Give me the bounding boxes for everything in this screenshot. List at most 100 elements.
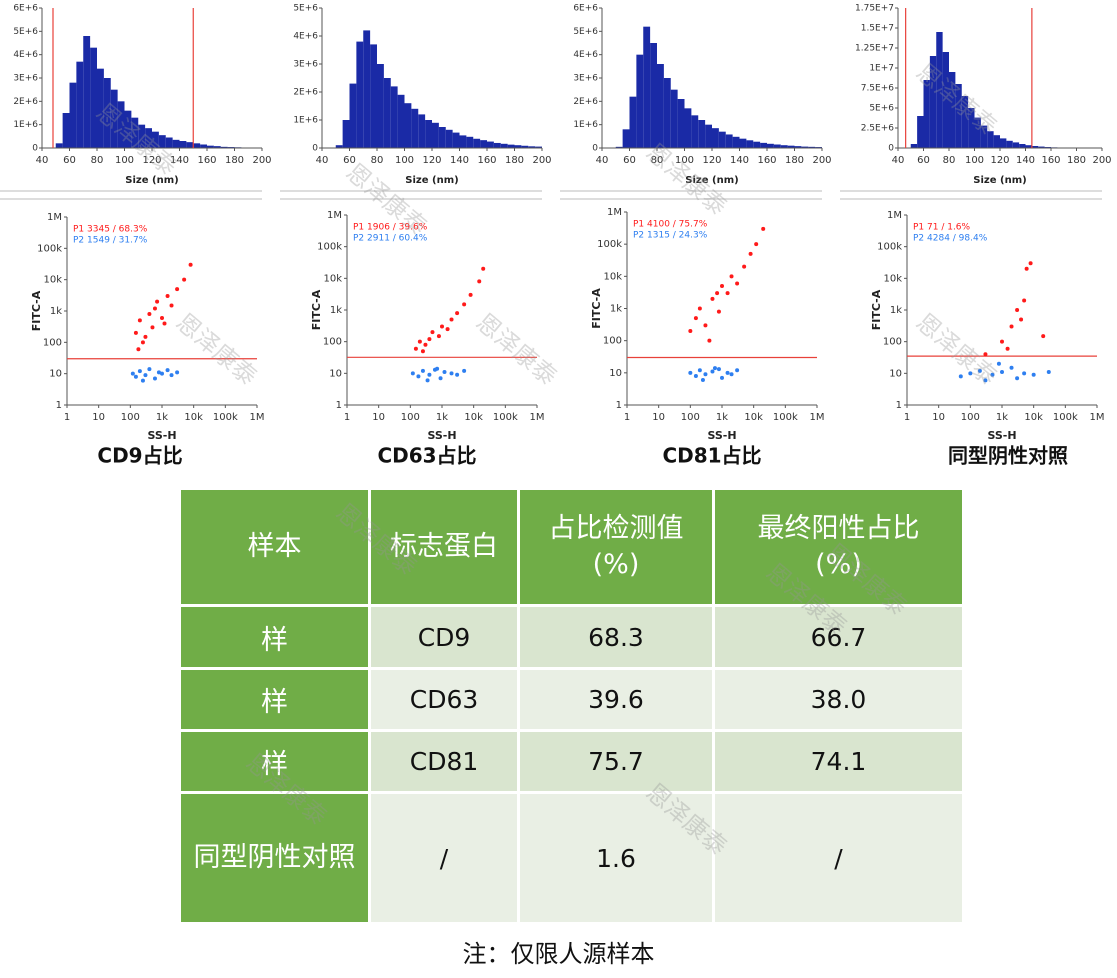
bar	[1031, 146, 1039, 148]
table-cell: 66.7	[712, 604, 965, 670]
bar	[69, 82, 77, 148]
point	[742, 264, 747, 269]
bar	[152, 131, 159, 148]
x-tick-label: 10k	[744, 412, 763, 423]
x-tick-label: 80	[651, 155, 664, 166]
bar	[936, 32, 943, 148]
point	[1009, 324, 1014, 329]
y-tick-label: 5E+6	[573, 27, 598, 37]
bar	[636, 54, 644, 148]
bar	[808, 146, 816, 148]
y-tick-label: 4E+6	[13, 50, 38, 60]
y-tick-label: 2E+6	[13, 97, 38, 107]
y-tick-label: 1	[896, 400, 902, 411]
bar	[487, 141, 494, 148]
bar	[622, 129, 630, 148]
point	[1005, 346, 1010, 351]
y-tick-label: 100	[883, 337, 902, 348]
bar	[349, 83, 357, 148]
x-tick-label: 200	[532, 155, 551, 166]
x-tick-label: 100k	[213, 412, 238, 423]
point	[729, 372, 734, 377]
x-tick-label: 40	[892, 155, 905, 166]
x-axis-label: SS-H	[707, 429, 736, 442]
x-tick-label: 100	[675, 155, 694, 166]
y-tick-label: 100k	[317, 242, 342, 253]
x-tick-label: 1k	[156, 412, 168, 423]
x-tick-label: 180	[225, 155, 244, 166]
bar	[131, 117, 139, 148]
x-tick-label: 10	[372, 412, 385, 423]
bar	[110, 89, 118, 148]
x-tick-label: 160	[1041, 155, 1060, 166]
point	[720, 375, 724, 380]
bar	[514, 145, 522, 148]
legend-entry: P2 1549 / 31.7%	[73, 236, 148, 246]
y-tick-label: 100k	[877, 242, 902, 253]
y-tick-label: 4E+6	[293, 32, 318, 42]
x-tick-label: 80	[371, 155, 384, 166]
point	[413, 346, 418, 351]
bar	[425, 120, 432, 148]
bar	[535, 146, 542, 148]
x-tick-label: 140	[1016, 155, 1035, 166]
bar	[124, 110, 132, 148]
table-cell: CD81	[368, 729, 520, 794]
table-cell: 样	[178, 604, 371, 670]
point	[754, 242, 759, 247]
bar	[773, 144, 781, 148]
bar	[186, 142, 194, 148]
x-tick-label: 10	[652, 412, 665, 423]
point	[703, 372, 708, 377]
x-tick-label: 60	[623, 155, 636, 166]
bar	[1000, 138, 1007, 148]
point	[143, 334, 148, 339]
header-cell: 标志蛋白	[368, 487, 520, 607]
bar	[179, 141, 187, 148]
bar	[949, 72, 956, 148]
header-cell: 最终阳性占比 (%)	[712, 487, 965, 607]
bar	[974, 117, 981, 148]
point	[445, 327, 450, 332]
table-cell: 39.6	[517, 667, 715, 732]
y-tick-label: 4E+6	[573, 50, 598, 60]
x-tick-label: 1k	[716, 412, 728, 423]
x-tick-label: 10k	[184, 412, 203, 423]
caption: CD63占比	[377, 444, 476, 468]
legend-entry: P2 4284 / 98.4%	[913, 234, 988, 244]
y-axis-label: FITC-A	[590, 288, 603, 329]
bar	[138, 124, 146, 148]
x-tick-label: 80	[943, 155, 956, 166]
y-tick-label: 1M	[327, 210, 342, 221]
table-cell: 38.0	[712, 667, 965, 732]
point	[761, 226, 766, 231]
y-tick-label: 1M	[887, 210, 902, 221]
x-tick-label: 200	[1092, 155, 1111, 166]
x-tick-label: 100	[121, 412, 140, 423]
bar	[452, 132, 460, 148]
point	[152, 376, 157, 381]
bar	[493, 142, 501, 148]
bar	[145, 128, 152, 148]
bar	[390, 86, 398, 148]
bar	[691, 115, 699, 148]
x-tick-label: 40	[36, 155, 49, 166]
x-tick-label: 160	[197, 155, 216, 166]
x-tick-label: 180	[785, 155, 804, 166]
caption: 同型阴性对照	[948, 444, 1068, 468]
point	[435, 366, 440, 371]
point	[143, 373, 148, 378]
point	[710, 369, 715, 374]
y-tick-label: 3E+6	[293, 60, 318, 70]
bar	[507, 144, 515, 148]
y-tick-label: 2E+6	[293, 88, 318, 98]
x-tick-label: 160	[757, 155, 776, 166]
table-row: 样 CD81 75.7 74.1	[178, 729, 965, 794]
bar	[370, 44, 377, 148]
point	[150, 325, 155, 330]
point	[1041, 334, 1046, 339]
y-tick-label: 1k	[610, 304, 622, 315]
bar	[117, 101, 125, 148]
point	[703, 323, 708, 328]
bar	[213, 146, 221, 148]
